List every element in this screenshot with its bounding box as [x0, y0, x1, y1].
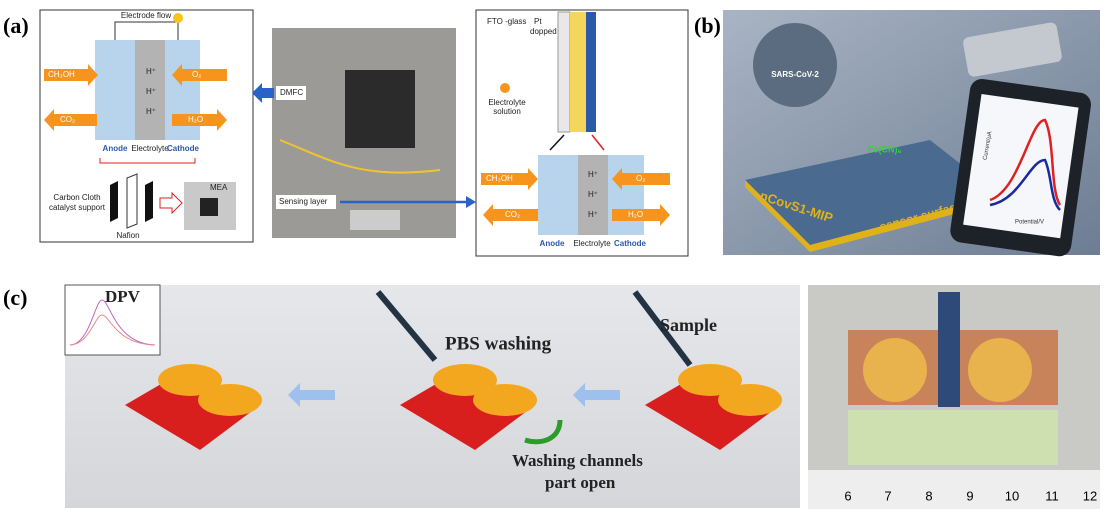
anode	[95, 40, 135, 140]
disk	[718, 384, 782, 416]
text: MEA	[210, 183, 228, 192]
text: Anode	[103, 144, 128, 153]
text: Electrode flow	[121, 11, 171, 20]
text: DPV	[105, 287, 141, 306]
arrow-head	[466, 196, 476, 208]
nafion-sheet	[127, 174, 137, 228]
text: Electrolyte	[488, 98, 526, 107]
panel-label: (c)	[3, 285, 27, 310]
text: part open	[545, 473, 616, 492]
screen	[963, 94, 1078, 238]
disk	[198, 384, 262, 416]
text: FTO -glass	[487, 17, 526, 26]
text: Potential/V	[1015, 220, 1044, 226]
text: O₂	[192, 70, 201, 79]
text: CH₃OH	[486, 174, 513, 183]
text: H⁺	[588, 210, 598, 219]
glass	[586, 12, 596, 132]
text: Cathode	[167, 144, 200, 153]
cloth	[110, 181, 118, 222]
text: H⁺	[146, 107, 156, 116]
ruler-label: 8	[925, 488, 932, 503]
disk	[473, 384, 537, 416]
text: Cathode	[614, 239, 647, 248]
text: H⁺	[588, 190, 598, 199]
panel-label: (b)	[694, 13, 721, 38]
glass	[558, 12, 570, 132]
sensor	[350, 210, 400, 230]
drop	[500, 83, 510, 93]
anode	[538, 155, 578, 235]
ruler-label: 10	[1005, 488, 1019, 503]
panel-c: (c) DPV PBS washing Sample Washing chann…	[3, 285, 1100, 509]
pad	[848, 410, 1058, 465]
text: H⁺	[146, 87, 156, 96]
text: Fe(CN)₆	[868, 144, 902, 154]
text: H⁺	[146, 67, 156, 76]
text: DMFC	[280, 88, 303, 97]
text: solution	[493, 107, 521, 116]
ruler-label: 7	[884, 488, 891, 503]
panel-a: (a) Electrode flow CH₃OH O₂ CO₂ H₂O H⁺ H…	[3, 10, 688, 256]
text: Sample	[660, 315, 717, 335]
figure: (a) Electrode flow CH₃OH O₂ CO₂ H₂O H⁺ H…	[0, 0, 1107, 509]
panel-b: (b) SARS-CoV-2 nCovS1-MIP sensor surface…	[694, 10, 1100, 258]
text: CO₂	[60, 115, 75, 124]
text: H⁺	[588, 170, 598, 179]
text: Electrolyte	[573, 239, 611, 248]
ruler-label: 12	[1083, 488, 1097, 503]
text: catalyst support	[49, 203, 106, 212]
ruler-label: 11	[1045, 488, 1059, 503]
text: Pt	[534, 17, 542, 26]
text: dopped	[530, 27, 557, 36]
bulb	[173, 13, 183, 23]
disk	[968, 338, 1032, 402]
text: CH₃OH	[48, 70, 75, 79]
strip	[938, 292, 960, 407]
arrow	[252, 83, 274, 103]
cloth	[145, 181, 153, 222]
text: H₂O	[628, 210, 643, 219]
text: Electrolyte	[131, 144, 169, 153]
cathode	[608, 155, 644, 235]
text: CO₂	[505, 210, 520, 219]
text: Sensing layer	[279, 197, 328, 206]
text: O₂	[636, 174, 645, 183]
text: PBS washing	[445, 333, 552, 354]
text: Carbon Cloth	[53, 193, 100, 202]
disk	[863, 338, 927, 402]
ruler-label: 9	[966, 488, 973, 503]
text: Washing channels	[512, 451, 643, 470]
mea	[200, 198, 218, 216]
ruler-label: 6	[844, 488, 851, 503]
virus	[753, 23, 837, 107]
cell	[345, 70, 415, 148]
text: SARS-CoV-2	[771, 70, 819, 79]
text: Anode	[540, 239, 565, 248]
panel-label: (a)	[3, 13, 29, 38]
text: Nafion	[116, 231, 139, 240]
pt-layer	[570, 12, 586, 132]
text: H₂O	[188, 115, 203, 124]
